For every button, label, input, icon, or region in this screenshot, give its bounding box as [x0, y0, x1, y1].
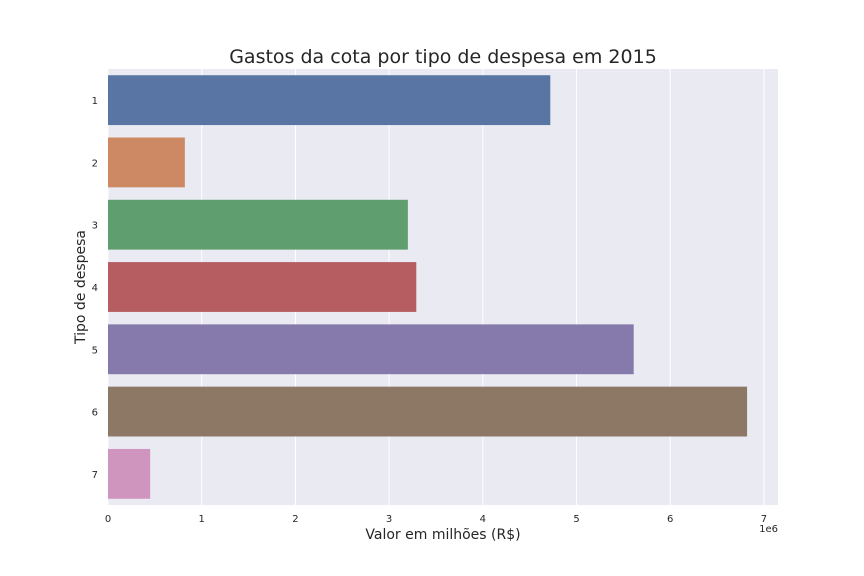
bars	[108, 75, 748, 499]
y-tick-label: 4	[92, 283, 98, 294]
y-tick-labels: 1 2 3 4 5 6 7	[92, 96, 98, 481]
x-tick-label: 6	[667, 514, 673, 525]
x-tick-label: 2	[292, 514, 298, 525]
y-axis-label: Tipo de despesa	[73, 230, 89, 345]
bar-6	[108, 386, 748, 437]
bar-1	[108, 75, 551, 126]
bar-2	[108, 137, 185, 188]
x-tick-labels: 0 1 2 3 4 5 6 7	[105, 514, 767, 525]
x-axis-label: Valor em milhões (R$)	[365, 527, 520, 543]
bar-4	[108, 262, 417, 312]
x-tick-label: 0	[105, 514, 111, 525]
chart-title: Gastos da cota por tipo de despesa em 20…	[229, 46, 657, 68]
bar-5	[108, 324, 634, 375]
x-tick-label: 1	[199, 514, 205, 525]
x-tick-label: 4	[480, 514, 486, 525]
y-tick-label: 6	[92, 408, 98, 419]
y-tick-label: 2	[92, 158, 98, 169]
y-tick-label: 7	[92, 470, 98, 481]
bar-7	[108, 448, 151, 499]
x-tick-label: 3	[386, 514, 392, 525]
y-tick-label: 3	[92, 221, 98, 232]
x-offset-label: 1e6	[759, 524, 778, 535]
y-tick-label: 1	[92, 96, 98, 107]
x-tick-label: 5	[573, 514, 579, 525]
x-tick-label: 7	[761, 514, 767, 525]
y-tick-label: 5	[92, 345, 98, 356]
bar-3	[108, 199, 408, 250]
